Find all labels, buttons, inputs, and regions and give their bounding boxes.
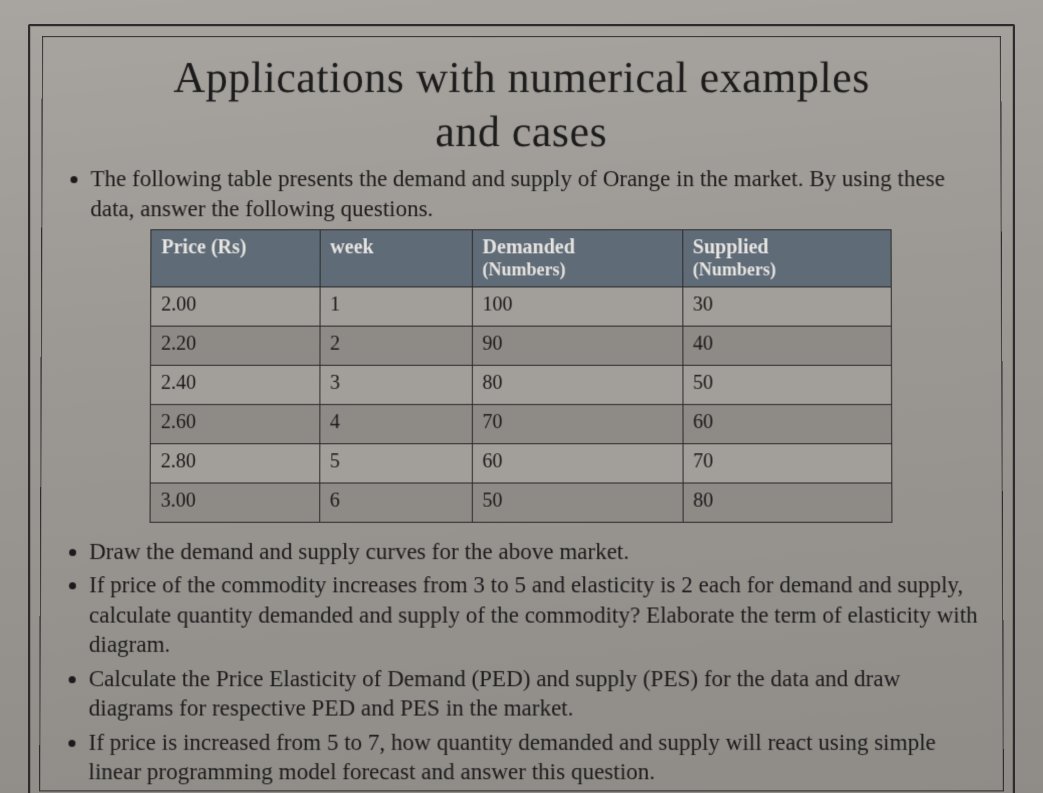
table-cell: 3.00 xyxy=(150,483,319,522)
page: Applications with numerical examples and… xyxy=(0,0,1043,793)
intro-bullet: The following table presents the demand … xyxy=(89,164,977,522)
table-row: 2.00110030 xyxy=(151,287,892,326)
inner-frame: Applications with numerical examples and… xyxy=(39,36,1004,792)
table-cell: 2.80 xyxy=(150,444,319,483)
col-week-label: week xyxy=(330,236,373,258)
table-header-row: Price (Rs) week Demanded (Numbers) xyxy=(151,230,891,287)
bullet-1-text: Draw the demand and supply curves for th… xyxy=(89,539,629,564)
title-line-2: and cases xyxy=(64,105,978,159)
bullet-4: If price is increased from 5 to 7, how q… xyxy=(88,727,978,787)
table-row: 3.0065080 xyxy=(150,483,892,522)
page-title: Applications with numerical examples and… xyxy=(64,51,978,158)
table-row: 2.6047060 xyxy=(150,404,891,443)
table-cell: 100 xyxy=(472,287,683,326)
outer-frame: Applications with numerical examples and… xyxy=(28,24,1015,793)
table-cell: 3 xyxy=(320,365,472,404)
table-cell: 2.00 xyxy=(151,287,320,326)
bullet-2: If price of the commodity increases from… xyxy=(89,571,978,660)
bullet-2-text: If price of the commodity increases from… xyxy=(89,573,978,658)
intro-text: The following table presents the demand … xyxy=(90,166,945,221)
col-demanded-sub: (Numbers) xyxy=(483,260,672,281)
col-price: Price (Rs) xyxy=(151,230,320,287)
table-cell: 30 xyxy=(682,287,891,326)
table-cell: 70 xyxy=(683,444,892,483)
table-cell: 90 xyxy=(472,326,683,365)
table-row: 2.2029040 xyxy=(151,326,892,365)
table-cell: 6 xyxy=(319,483,472,522)
table-container: Price (Rs) week Demanded (Numbers) xyxy=(150,229,978,522)
table-row: 2.8056070 xyxy=(150,444,892,483)
col-price-label: Price (Rs) xyxy=(161,236,246,258)
table-cell: 2.40 xyxy=(150,365,319,404)
table-body: 2.001100302.20290402.40380502.60470602.8… xyxy=(150,287,892,522)
bullet-1: Draw the demand and supply curves for th… xyxy=(89,537,978,567)
col-supplied-sub: (Numbers) xyxy=(693,260,881,281)
table-cell: 2 xyxy=(320,326,472,365)
table-cell: 50 xyxy=(683,365,892,404)
col-supplied-label: Supplied xyxy=(693,236,769,258)
demand-supply-table: Price (Rs) week Demanded (Numbers) xyxy=(150,229,893,522)
table-cell: 80 xyxy=(472,365,683,404)
table-cell: 70 xyxy=(472,404,683,443)
bullet-3-text: Calculate the Price Elasticity of Demand… xyxy=(89,666,901,721)
content-list: The following table presents the demand … xyxy=(54,164,989,786)
bullet-4-text: If price is increased from 5 to 7, how q… xyxy=(88,729,935,784)
table-cell: 60 xyxy=(472,444,683,483)
table-cell: 60 xyxy=(683,404,892,443)
col-demanded-label: Demanded xyxy=(483,236,575,258)
table-cell: 80 xyxy=(683,483,892,522)
table-cell: 50 xyxy=(472,483,683,522)
table-cell: 40 xyxy=(682,326,891,365)
col-demanded: Demanded (Numbers) xyxy=(472,230,682,287)
table-cell: 1 xyxy=(320,287,472,326)
table-cell: 5 xyxy=(319,444,472,483)
table-cell: 2.60 xyxy=(150,404,319,443)
table-row: 2.4038050 xyxy=(150,365,891,404)
table-cell: 2.20 xyxy=(151,326,320,365)
title-line-1: Applications with numerical examples xyxy=(65,51,979,105)
col-supplied: Supplied (Numbers) xyxy=(682,230,891,287)
table-cell: 4 xyxy=(319,404,471,443)
bullet-3: Calculate the Price Elasticity of Demand… xyxy=(89,664,979,723)
col-week: week xyxy=(320,230,472,287)
